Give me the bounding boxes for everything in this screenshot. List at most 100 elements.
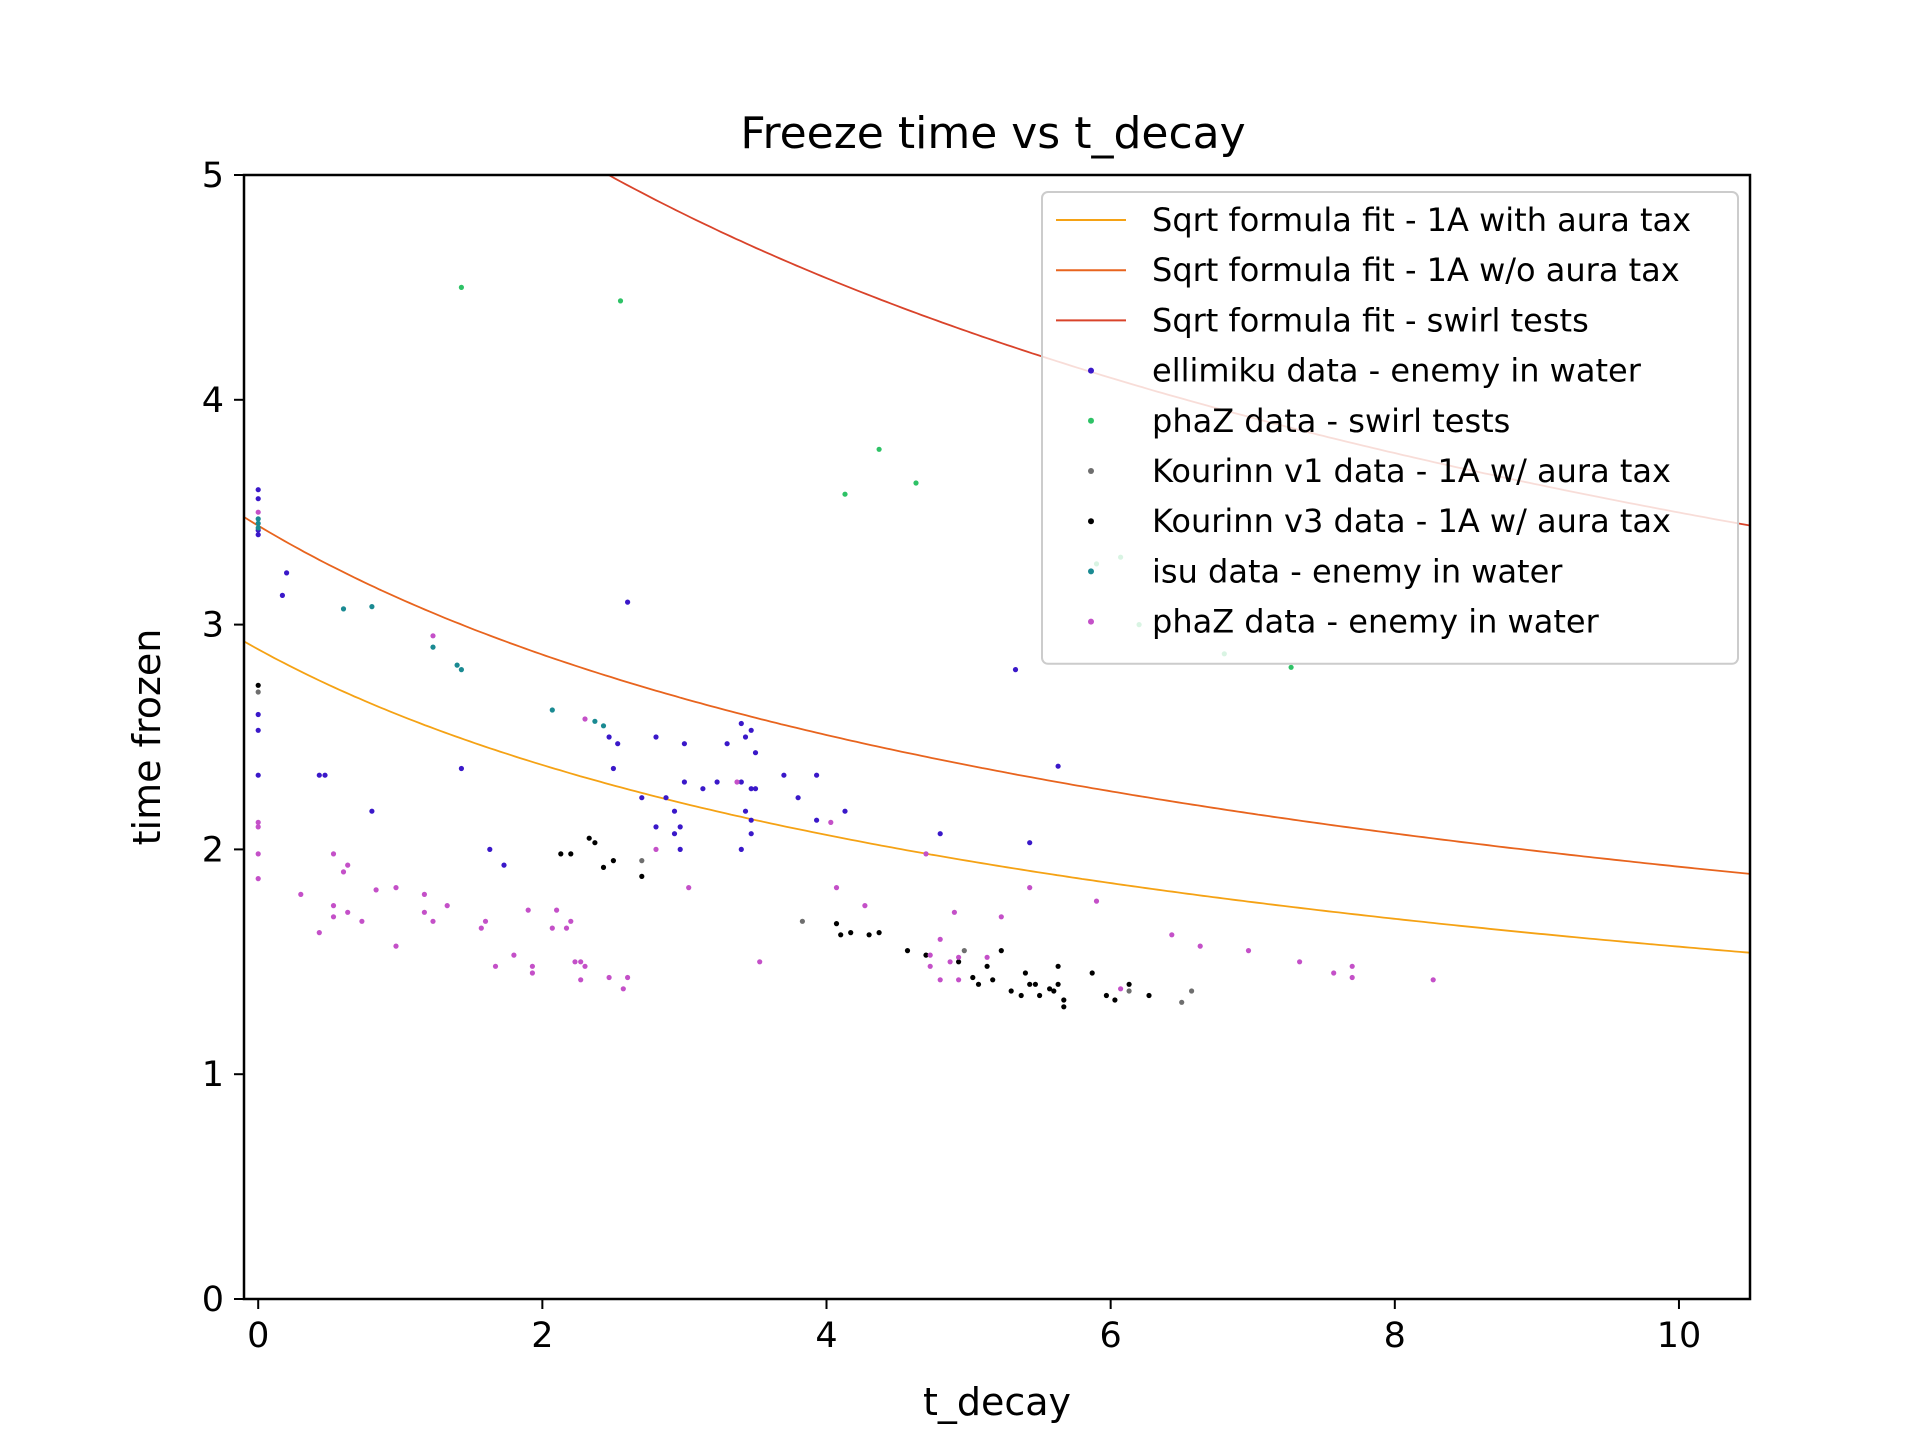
data-point: [255, 689, 261, 695]
data-point: [255, 824, 261, 830]
legend-dot-swatch: [1088, 468, 1094, 474]
data-point: [738, 720, 744, 727]
data-point: [814, 772, 820, 778]
data-point: [430, 633, 436, 639]
series-6: [255, 509, 1436, 992]
data-point: [937, 831, 943, 837]
data-point: [255, 682, 261, 688]
data-point: [393, 943, 399, 949]
data-point: [487, 846, 493, 853]
data-point: [255, 711, 261, 718]
data-point: [511, 952, 517, 958]
data-point: [255, 772, 261, 778]
x-tick-label: 8: [1384, 1316, 1406, 1356]
legend-dot-swatch: [1088, 417, 1094, 424]
data-point: [956, 977, 962, 983]
legend-dot-swatch: [1088, 367, 1094, 374]
data-point: [606, 974, 612, 981]
data-point: [554, 907, 560, 913]
data-point: [757, 959, 763, 965]
data-point: [563, 925, 570, 931]
data-point: [748, 786, 754, 792]
data-point: [298, 891, 304, 898]
data-point: [913, 480, 919, 486]
data-point: [625, 599, 631, 605]
data-point: [1126, 988, 1132, 994]
data-point: [799, 918, 806, 924]
data-point: [255, 851, 261, 857]
data-point: [1179, 999, 1185, 1005]
fit-line-2: [244, 516, 1750, 875]
data-point: [876, 930, 882, 936]
data-point: [937, 936, 943, 942]
data-point: [1051, 988, 1057, 994]
data-point: [862, 903, 868, 909]
data-point: [600, 723, 607, 729]
data-point: [1169, 932, 1175, 938]
data-point: [558, 851, 564, 857]
fit-line-1: [244, 640, 1750, 954]
data-point: [653, 846, 659, 853]
data-point: [606, 734, 612, 740]
data-point: [255, 727, 261, 733]
data-point: [742, 808, 749, 814]
data-point: [677, 824, 683, 830]
data-point: [255, 876, 261, 882]
data-point: [458, 667, 464, 673]
data-point: [421, 909, 427, 915]
x-tick-label: 2: [531, 1316, 553, 1356]
data-point: [1018, 992, 1024, 999]
data-point: [578, 959, 584, 965]
data-point: [458, 765, 464, 772]
data-point: [316, 930, 322, 936]
data-point: [734, 779, 740, 785]
data-point: [578, 977, 584, 983]
data-point: [1112, 997, 1118, 1003]
data-point: [1118, 986, 1124, 992]
data-point: [663, 795, 669, 801]
data-point: [330, 851, 337, 857]
data-point: [876, 446, 882, 452]
legend-label: phaZ data - swirl tests: [1152, 402, 1510, 440]
data-point: [975, 981, 982, 987]
data-point: [430, 644, 436, 650]
data-point: [586, 835, 592, 841]
data-point: [1012, 667, 1019, 673]
data-point: [984, 963, 990, 969]
data-point: [795, 795, 801, 801]
data-point: [1146, 992, 1152, 999]
legend-dot-swatch: [1088, 518, 1094, 525]
data-point: [842, 491, 848, 497]
data-point: [610, 858, 617, 864]
legend-box: [1041, 191, 1739, 665]
y-tick-label: 3: [202, 606, 224, 646]
data-point: [430, 918, 436, 924]
data-point: [340, 869, 347, 875]
data-point: [592, 718, 598, 724]
data-point: [842, 808, 848, 814]
data-point: [340, 606, 347, 612]
data-point: [700, 786, 706, 792]
data-point: [330, 903, 337, 909]
data-point: [686, 885, 692, 891]
data-point: [833, 885, 840, 891]
data-point: [681, 741, 688, 747]
y-tick-label: 5: [202, 156, 224, 196]
legend-label: Sqrt formula fit - 1A with aura tax: [1152, 201, 1691, 239]
data-point: [738, 779, 744, 785]
legend-dot-swatch: [1088, 568, 1094, 575]
data-point: [1093, 898, 1100, 904]
data-point: [781, 772, 787, 778]
data-point: [369, 808, 375, 814]
data-point: [937, 977, 943, 983]
data-point: [828, 819, 834, 826]
data-point: [421, 891, 427, 898]
data-point: [482, 918, 489, 924]
data-point: [501, 862, 507, 868]
data-point: [549, 925, 555, 931]
y-tick-label: 4: [202, 381, 224, 421]
series-1: [255, 487, 1061, 868]
data-point: [1008, 988, 1014, 994]
data-point: [639, 858, 645, 864]
legend-label: ellimiku data - enemy in water: [1152, 352, 1642, 390]
